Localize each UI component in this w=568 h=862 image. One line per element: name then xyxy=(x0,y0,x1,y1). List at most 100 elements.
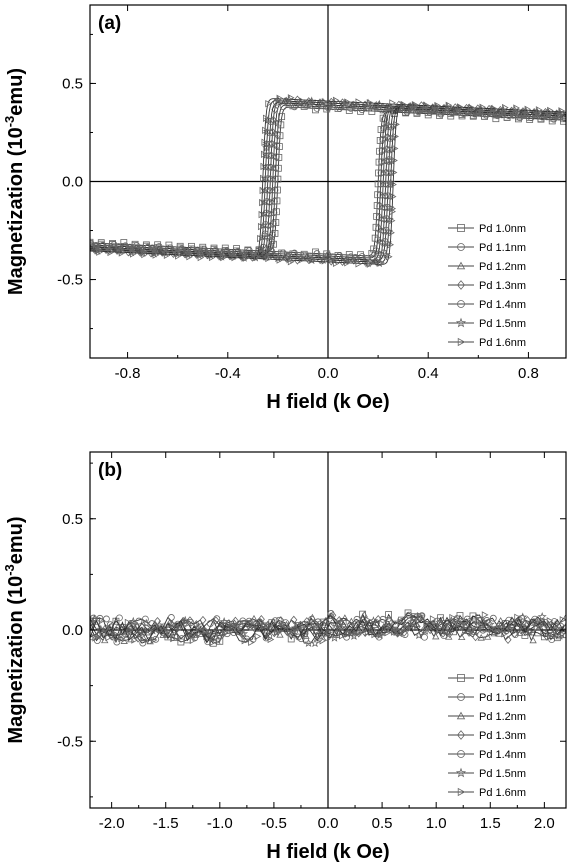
panel-a-point xyxy=(379,135,387,143)
panel-b-point xyxy=(339,632,346,640)
panel-a-point xyxy=(262,252,272,261)
panel-b-point xyxy=(436,623,444,632)
panel-b-point xyxy=(429,615,437,623)
panel-b-point xyxy=(150,636,158,644)
panel-a-point xyxy=(186,250,194,258)
panel-b-point xyxy=(559,616,566,624)
panel-a-point xyxy=(532,109,542,118)
panel-b-legend-label: Pd 1.1nm xyxy=(479,692,526,704)
panel-a-point xyxy=(262,126,269,134)
panel-b-point xyxy=(360,610,369,618)
panel-b-point xyxy=(438,616,446,623)
panel-b-point xyxy=(531,618,541,628)
panel-a-point xyxy=(510,108,520,118)
panel-b-point xyxy=(423,619,431,627)
panel-b-point xyxy=(102,627,112,636)
panel-b-point xyxy=(335,615,343,625)
panel-a-point xyxy=(259,198,266,207)
panel-b-point xyxy=(365,616,372,624)
panel-b-point xyxy=(300,623,307,631)
panel-a-legend-marker xyxy=(456,280,466,290)
panel-b-point xyxy=(103,615,110,623)
panel-b-point xyxy=(265,633,273,641)
panel-a-series-2-lower-branch xyxy=(90,109,566,259)
panel-a-point xyxy=(92,242,103,252)
panel-b-point xyxy=(420,626,430,635)
panel-a-point xyxy=(413,109,421,117)
panel-a-point xyxy=(381,115,389,123)
panel-a-point xyxy=(389,192,397,201)
panel-b-point xyxy=(442,627,450,635)
panel-b-point xyxy=(139,639,147,647)
panel-b-point xyxy=(163,622,171,630)
panel-b-point xyxy=(520,622,528,630)
panel-b-chart: -2.0 -1.5 -1.0 -0.5 0.0 0.5 1.0 1.5 2.0 -0.5 0.0 0.… xyxy=(2,451,567,862)
panel-a-point xyxy=(487,107,497,117)
panel-b-point xyxy=(507,625,515,633)
panel-b-legend-marker xyxy=(457,787,466,797)
panel-a-point xyxy=(262,221,270,228)
panel-a-point xyxy=(321,98,329,106)
panel-b-point xyxy=(118,634,125,643)
panel-b-point xyxy=(261,622,268,630)
panel-b-point xyxy=(407,617,417,626)
panel-b-legend-label: Pd 1.4nm xyxy=(479,749,526,761)
panel-b-point xyxy=(308,613,317,621)
panel-b-point xyxy=(466,618,474,625)
panel-a-legend-marker xyxy=(456,261,466,270)
panel-b-point xyxy=(505,623,515,633)
panel-b-point xyxy=(355,629,363,638)
panel-b-y-axis-title: Magnetization (10-3emu) xyxy=(2,516,27,743)
panel-b-point xyxy=(222,629,229,637)
panel-a-point xyxy=(90,240,94,247)
panel-a-point xyxy=(96,248,103,256)
panel-b-point xyxy=(290,615,298,625)
panel-b-point xyxy=(529,636,537,644)
panel-a-legend-item-4: Pd 1.3nm xyxy=(448,280,526,292)
panel-b-point xyxy=(254,632,262,641)
panel-b-point xyxy=(274,627,281,636)
panel-b-point xyxy=(159,631,167,638)
panel-b-point xyxy=(462,622,469,630)
panel-b-point xyxy=(542,629,550,637)
panel-b-point xyxy=(550,620,560,629)
panel-b-legend-marker xyxy=(457,693,465,701)
panel-b-series-7-line xyxy=(90,614,565,644)
panel-a-point xyxy=(269,175,277,182)
panel-a-point xyxy=(442,102,452,111)
panel-b-point xyxy=(488,624,495,632)
panel-a-y-tick-label: 0.0 xyxy=(62,174,83,191)
panel-b-legend-label: Pd 1.2nm xyxy=(479,711,526,723)
panel-a-point xyxy=(274,131,281,138)
panel-a-point xyxy=(390,168,398,177)
panel-b-point xyxy=(384,629,392,637)
panel-a-point xyxy=(558,107,566,115)
panel-b-point xyxy=(514,613,521,621)
panel-a-point xyxy=(445,101,453,109)
panel-a-point xyxy=(374,191,382,199)
panel-b-point xyxy=(453,618,463,628)
panel-b-point xyxy=(504,635,512,645)
panel-a-point xyxy=(513,108,520,116)
panel-b-point xyxy=(432,632,440,640)
panel-a-point xyxy=(263,209,270,217)
panel-b-point xyxy=(167,614,175,621)
panel-a-legend-label: Pd 1.3nm xyxy=(479,280,526,292)
panel-b-point xyxy=(329,610,337,620)
panel-b-point xyxy=(153,616,162,626)
panel-b-point xyxy=(265,623,275,633)
panel-b-point xyxy=(446,629,454,638)
panel-a-point xyxy=(366,260,374,268)
panel-a-point xyxy=(299,97,306,105)
panel-a-point xyxy=(377,214,386,222)
panel-a-point xyxy=(138,244,148,254)
panel-b-legend-item-6: Pd 1.5nm xyxy=(448,767,526,780)
panel-a-point xyxy=(267,220,275,228)
panel-a-point xyxy=(359,103,368,111)
panel-b-point xyxy=(235,625,242,633)
panel-b-point xyxy=(379,615,387,623)
panel-a-point xyxy=(175,250,182,258)
panel-a-legend-label: Pd 1.5nm xyxy=(479,318,526,330)
panel-a-series-6-lower-branch xyxy=(90,106,566,263)
panel-b-legend-item-1: Pd 1.0nm xyxy=(448,673,526,685)
